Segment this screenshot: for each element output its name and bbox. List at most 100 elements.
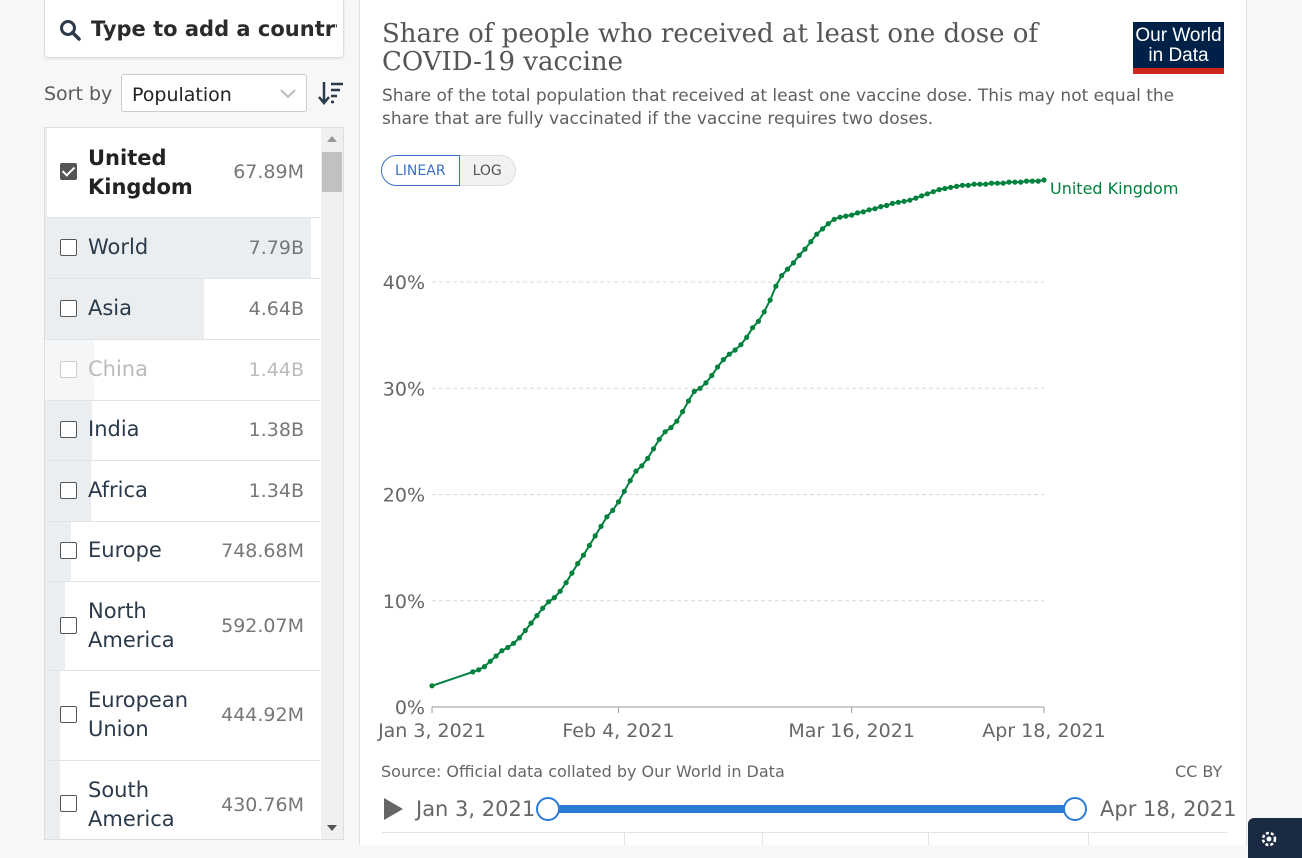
y-tick-label: 10% [383,591,425,613]
country-checkbox[interactable] [60,300,77,317]
log-scale-button[interactable]: LOG [459,155,516,186]
data-point [1029,178,1035,184]
data-point [621,488,627,494]
y-tick-label: 40% [383,272,425,294]
data-point [522,627,528,634]
data-point [796,252,802,258]
data-point [551,595,558,601]
country-row-europe[interactable]: Europe 748.68M [45,522,320,582]
country-population: 592.07M [221,615,304,637]
population-bar [45,128,48,217]
data-point [913,195,919,201]
timeline-start-handle[interactable] [536,797,560,821]
sort-select-value: Population [132,84,232,106]
country-name: European Union [88,688,189,741]
data-point [790,260,797,266]
data-point [540,605,546,611]
country-row-asia[interactable]: Asia 4.64B [45,279,320,340]
data-point [662,429,668,435]
data-point [965,182,971,188]
x-tick-label: Apr 18, 2021 [982,720,1106,742]
country-row-south-america[interactable]: South America 430.76M [45,761,320,839]
data-point [680,409,686,415]
data-point [470,669,476,675]
country-row-india[interactable]: India 1.38B [45,401,320,461]
data-point [668,425,674,431]
country-checkbox[interactable] [60,617,77,634]
country-row-european-union[interactable]: European Union 444.92M [45,671,320,761]
chevron-down-icon [280,89,296,99]
axis-layer: 0% 10% 20% 30% 40% Jan 3, 2021 Feb 4, 2021 Mar … [377,272,1106,742]
timeline-end-handle[interactable] [1063,797,1087,821]
data-point [615,499,622,505]
data-point [814,231,820,237]
play-icon[interactable] [384,798,403,820]
country-checkbox[interactable] [60,482,77,499]
data-point [592,533,598,539]
data-point [650,446,657,452]
timeline-end-label: Apr 18, 2021 [1100,797,1237,821]
data-point [598,523,604,530]
data-point [534,613,540,619]
y-tick-label: 0% [395,697,425,719]
data-point [627,478,633,484]
data-point [499,648,505,654]
country-population: 1.44B [248,359,304,381]
data-point [691,388,697,394]
data-point [919,193,925,199]
data-point [1000,180,1006,186]
search-input[interactable] [91,12,337,46]
data-point [569,570,575,576]
x-tick-label: Jan 3, 2021 [377,720,486,742]
country-checkbox[interactable] [60,421,77,438]
scroll-up-icon[interactable] [327,136,337,142]
owid-logo[interactable]: Our World in Data [1133,22,1224,74]
data-point [1018,179,1024,185]
sort-order-icon[interactable] [318,81,344,105]
data-point [563,580,569,586]
country-checkbox[interactable] [60,795,77,812]
scroll-down-icon[interactable] [327,825,337,831]
scale-toggle: LINEAR LOG [381,155,516,186]
linear-scale-button[interactable]: LINEAR [381,155,460,186]
country-name: China [88,357,148,381]
list-scrollbar[interactable] [321,128,343,839]
y-tick-label: 30% [383,378,425,400]
footer-tab-divider [624,832,625,845]
country-row-world[interactable]: World 7.79B [45,218,320,279]
license-link[interactable]: CC BY [1175,762,1223,781]
country-row-north-america[interactable]: North America 592.07M [45,582,320,671]
data-point [656,436,662,442]
data-point [685,398,692,404]
country-name: Africa [88,478,148,502]
data-point [942,185,948,192]
sort-select[interactable]: Population [121,74,307,112]
search-icon [60,20,81,41]
footer-tab-divider [928,832,929,845]
data-point [773,283,779,289]
country-row-united-kingdom[interactable]: United Kingdom 67.89M [45,128,320,218]
data-point [755,318,762,324]
country-name: Asia [88,296,133,320]
search-box[interactable] [44,0,344,58]
data-point [895,199,901,205]
data-point [819,226,826,232]
country-population: 1.34B [248,480,304,502]
country-checkbox[interactable] [60,542,77,559]
settings-button[interactable] [1248,818,1302,858]
data-point [510,640,517,646]
list-scrollbar-thumb[interactable] [322,152,342,192]
country-checkbox[interactable] [60,361,77,378]
data-point [732,347,738,353]
timeline-track[interactable] [548,805,1075,813]
grid-layer [432,281,1044,602]
country-row-china[interactable]: China 1.44B [45,340,320,401]
country-checkbox[interactable] [60,163,77,180]
data-point [1023,178,1030,184]
country-checkbox[interactable] [60,239,77,256]
country-row-africa[interactable]: Africa 1.34B [45,461,320,522]
data-point [779,273,785,279]
country-name: Europe [88,538,162,562]
country-checkbox[interactable] [60,706,77,723]
